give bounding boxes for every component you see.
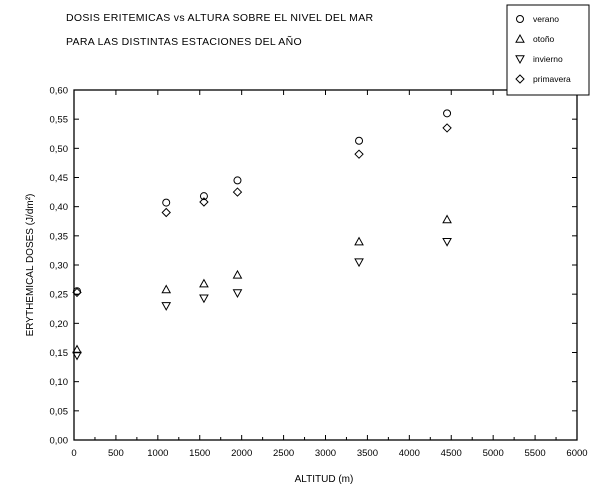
y-tick-label: 0,40 bbox=[50, 202, 69, 213]
data-point-triangle-down bbox=[442, 237, 452, 247]
data-point-triangle-down bbox=[354, 258, 364, 268]
data-point-diamond bbox=[72, 287, 82, 298]
data-point-diamond bbox=[442, 123, 452, 133]
data-point-circle bbox=[162, 198, 171, 207]
y-tick-label: 0,60 bbox=[50, 86, 69, 97]
data-point-circle bbox=[233, 176, 242, 185]
x-axis-ticks: 0 500 1000 1500 2000 2500 3000 3500 4000 4500 5000… bbox=[71, 90, 588, 459]
x-tick-label: 5500 bbox=[525, 448, 546, 459]
y-tick-label: 0,15 bbox=[50, 348, 69, 359]
y-tick-label: 0,05 bbox=[50, 406, 69, 417]
legend-label: invierno bbox=[533, 54, 563, 64]
data-point-triangle-down bbox=[199, 294, 209, 304]
y-tick-label: 0,20 bbox=[50, 319, 69, 330]
y-tick-label: 0,25 bbox=[50, 290, 69, 301]
legend-marker-triangle-up bbox=[515, 33, 525, 43]
legend: verano otoño invierno primavera bbox=[506, 4, 590, 96]
legend-label: verano bbox=[533, 14, 559, 24]
y-tick-label: 0,35 bbox=[50, 231, 69, 242]
y-tick-label: 0,45 bbox=[50, 173, 69, 184]
legend-marker-circle bbox=[516, 15, 524, 23]
legend-box bbox=[506, 4, 590, 96]
x-tick-label: 500 bbox=[108, 448, 124, 459]
chart-title-line-1: DOSIS ERITEMICAS vs ALTURA SOBRE EL NIVE… bbox=[66, 12, 374, 24]
data-point-diamond bbox=[354, 149, 364, 159]
x-tick-label: 6000 bbox=[566, 448, 587, 459]
x-tick-label: 1500 bbox=[189, 448, 210, 459]
plot-area-border bbox=[73, 89, 578, 441]
data-point-triangle-up bbox=[232, 269, 243, 279]
y-tick-label: 0,55 bbox=[50, 115, 69, 126]
data-point-triangle-down bbox=[72, 351, 82, 361]
legend-marker-triangle-down bbox=[515, 55, 525, 65]
x-tick-label: 4000 bbox=[399, 448, 420, 459]
data-point-diamond bbox=[232, 187, 243, 197]
x-tick-label: 3000 bbox=[315, 448, 336, 459]
legend-label: otoño bbox=[533, 34, 555, 44]
data-point-triangle-up bbox=[199, 278, 209, 288]
plot-frame bbox=[73, 89, 578, 441]
y-tick-label: 0,10 bbox=[50, 377, 69, 388]
legend-marker-diamond bbox=[515, 74, 525, 84]
data-point-circle bbox=[355, 136, 364, 145]
data-point-triangle-up bbox=[72, 344, 82, 354]
x-axis-label: ALTITUD (m) bbox=[295, 474, 354, 485]
y-axis-ticks: 0,00 0,05 0,10 0,15 0,20 0,25 0,30 0,35 0,40 0,45… bbox=[50, 86, 577, 447]
x-tick-label: 3500 bbox=[357, 448, 378, 459]
data-point-triangle-down bbox=[232, 289, 243, 299]
chart-title-line-2: PARA LAS DISTINTAS ESTACIONES DEL AÑO bbox=[66, 36, 302, 48]
data-point-triangle-up bbox=[354, 236, 364, 246]
data-point-triangle-down bbox=[161, 302, 172, 311]
y-tick-label: 0,30 bbox=[50, 261, 69, 272]
x-tick-label: 2500 bbox=[273, 448, 294, 459]
data-point-circle bbox=[199, 192, 208, 201]
x-tick-label: 5000 bbox=[483, 448, 504, 459]
data-point-circle bbox=[443, 109, 452, 118]
data-point-triangle-up bbox=[161, 284, 172, 294]
x-tick-label: 1000 bbox=[147, 448, 168, 459]
data-points bbox=[72, 109, 452, 361]
x-tick-label: 2000 bbox=[231, 448, 252, 459]
x-tick-label: 4500 bbox=[441, 448, 462, 459]
y-tick-label: 0,50 bbox=[50, 144, 69, 155]
legend-label: primavera bbox=[533, 74, 571, 84]
x-tick-label: 0 bbox=[71, 448, 76, 459]
data-point-diamond bbox=[199, 197, 209, 207]
data-point-triangle-up bbox=[442, 214, 452, 224]
data-point-diamond bbox=[161, 207, 171, 218]
y-tick-label: 0,00 bbox=[50, 436, 69, 447]
y-axis-label: ERYTHEMICAL DOSES (J/dm²) bbox=[25, 194, 36, 337]
